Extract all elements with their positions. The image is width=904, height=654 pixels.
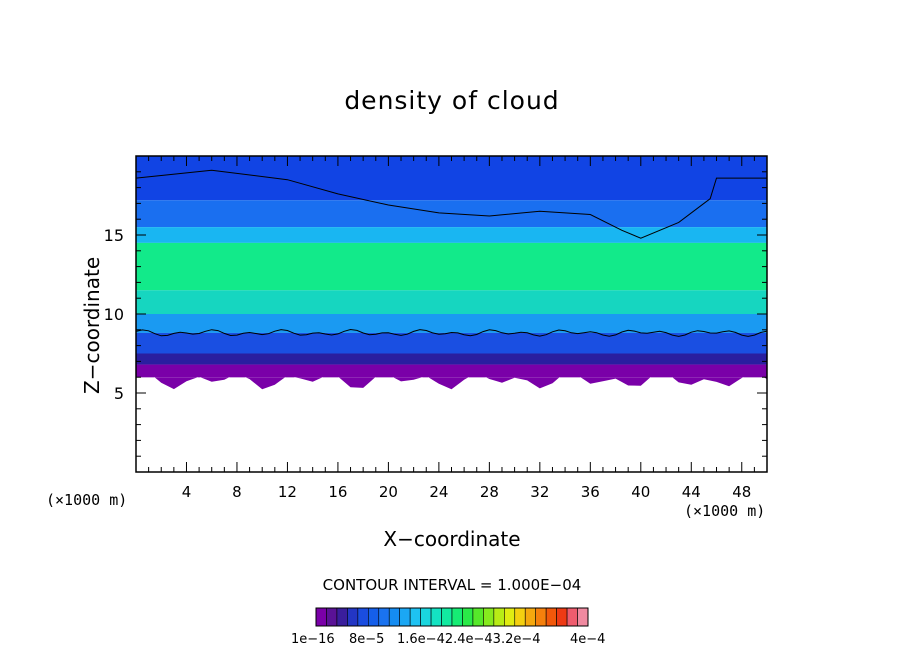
colorbar-swatch xyxy=(577,607,589,627)
y-tick-label: 15 xyxy=(104,226,124,245)
colorbar-swatch xyxy=(326,607,338,627)
upper-contour-line xyxy=(135,169,767,239)
colorbar-swatch xyxy=(566,607,578,627)
x-tick-label: 4 xyxy=(182,483,192,501)
x-unit-label-left: (×1000 m) xyxy=(46,491,128,509)
colorbar-label-1: 1e−16 xyxy=(291,632,335,647)
cloud-band-blue xyxy=(136,332,767,354)
x-tick-label: 36 xyxy=(581,483,600,501)
x-tick-label: 48 xyxy=(732,483,751,501)
y-tick-label: 10 xyxy=(104,305,124,324)
y-axis-label: Z−coordinate xyxy=(80,256,104,394)
colorbar-swatch xyxy=(368,607,380,627)
x-axis-ticks: 4 8 12 16 20 24 28 32 36 40 44 48 xyxy=(148,156,755,501)
lower-contour-line xyxy=(135,328,768,337)
colorbar-frame xyxy=(315,607,589,627)
contour-lines xyxy=(135,169,768,337)
colorbar-swatch xyxy=(409,607,421,627)
colorbar-label-3: 1.6e−42.4e−43.2e−4 xyxy=(397,632,541,647)
colorbar-swatch xyxy=(524,607,536,627)
contour-interval-text: CONTOUR INTERVAL = 1.000E−04 xyxy=(322,576,582,594)
y-axis-ticks: 5 10 15 xyxy=(104,171,767,457)
x-tick-label: 28 xyxy=(480,483,499,501)
x-axis-label: X−coordinate xyxy=(383,527,521,551)
x-unit-label-right: (×1000 m) xyxy=(684,502,766,520)
colorbar-label-4: 4e−4 xyxy=(570,632,606,647)
colorbar-swatch xyxy=(462,607,474,627)
cloud-band-green xyxy=(136,242,767,291)
colorbar-swatch xyxy=(347,607,359,627)
cloud-band-purple xyxy=(136,364,767,378)
y-tick-label: 5 xyxy=(114,384,124,403)
colorbar-swatch xyxy=(451,607,463,627)
colorbar-label-2: 8e−5 xyxy=(349,632,385,647)
colorbar-swatch xyxy=(535,607,547,627)
colorbar-swatch xyxy=(399,607,411,627)
colorbar-swatch xyxy=(514,607,526,627)
cloud-base-edge xyxy=(136,370,767,390)
colorbar-swatch xyxy=(378,607,390,627)
cloud-band-low-blue xyxy=(136,156,767,201)
x-tick-label: 44 xyxy=(682,483,701,501)
colorbar-swatch xyxy=(472,607,484,627)
cloud-band-teal xyxy=(136,290,767,314)
colorbar-swatch xyxy=(315,607,327,627)
colorbar-swatch xyxy=(493,607,505,627)
density-field xyxy=(136,156,767,390)
colorbar-swatch xyxy=(388,607,400,627)
cloud-band-dark-blue xyxy=(136,353,767,365)
cloud-band-light-blue xyxy=(136,314,767,333)
x-tick-label: 16 xyxy=(328,483,347,501)
colorbar-swatch xyxy=(483,607,495,627)
colorbar-swatch xyxy=(430,607,442,627)
colorbar-swatch xyxy=(420,607,432,627)
x-tick-label: 24 xyxy=(429,483,448,501)
colorbar-swatch xyxy=(556,607,568,627)
cloud-band-cyan xyxy=(136,227,767,243)
colorbar-swatch xyxy=(441,607,453,627)
x-tick-label: 40 xyxy=(631,483,650,501)
colorbar-swatch xyxy=(545,607,557,627)
chart-title: density of cloud xyxy=(344,86,560,115)
x-tick-label: 8 xyxy=(232,483,242,501)
x-tick-label: 32 xyxy=(530,483,549,501)
colorbar-swatch xyxy=(504,607,516,627)
colorbar-swatch xyxy=(336,607,348,627)
x-tick-label: 12 xyxy=(278,483,297,501)
x-tick-label: 20 xyxy=(379,483,398,501)
colorbar-swatch xyxy=(357,607,369,627)
colorbar xyxy=(315,607,589,627)
